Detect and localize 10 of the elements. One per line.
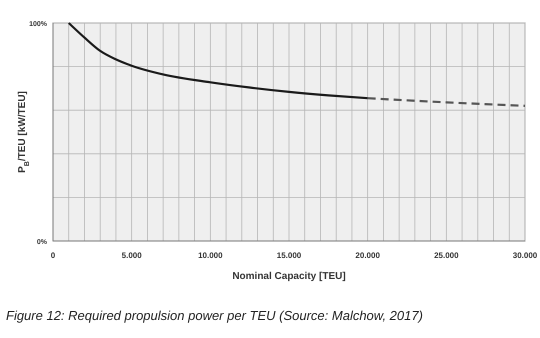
- x-tick-label: 10.000: [198, 251, 224, 260]
- x-tick-label: 25.000: [434, 251, 460, 260]
- x-tick-label: 20.000: [355, 251, 380, 260]
- x-tick-label: 0: [50, 251, 56, 260]
- x-tick-label: 30.000: [512, 251, 538, 260]
- line-series: [68, 22, 369, 100]
- x-axis-title: Nominal Capacity [TEU]: [232, 271, 346, 282]
- x-tick-label: 15.000: [276, 251, 302, 260]
- caption: Figure 12: Required propulsion power per TEU (Source: Malchow, 2017): [6, 308, 423, 323]
- x-tick-label: 5.000: [122, 251, 142, 260]
